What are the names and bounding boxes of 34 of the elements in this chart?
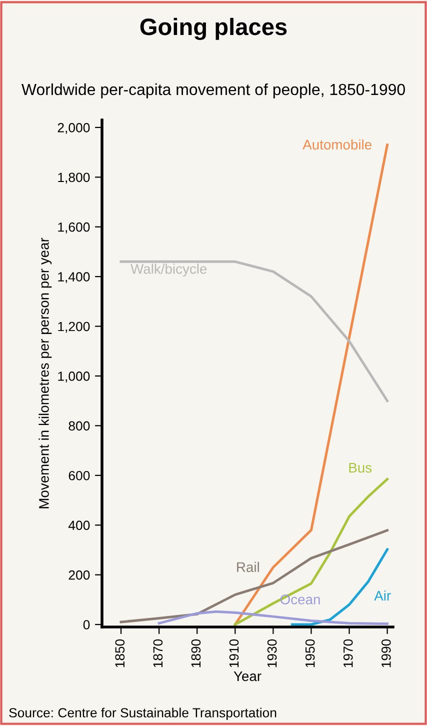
y-tick-label: 200 — [68, 570, 90, 580]
y-tick-label: 800 — [68, 421, 90, 431]
y-tick-label: 1,400 — [58, 272, 90, 284]
chart-title: Going places — [140, 18, 287, 40]
x-tick-label: 1870 — [153, 639, 163, 668]
y-tick-label: 0 — [83, 620, 90, 630]
series-label: Air — [374, 590, 391, 601]
y-tick-label: 1,200 — [58, 322, 90, 333]
x-tick-label: 1850 — [115, 639, 125, 668]
series-label: Automobile — [302, 139, 372, 150]
x-tick-label: 1910 — [229, 639, 239, 668]
source-note: Source: Centre for Sustainable Transportation — [9, 708, 276, 720]
x-axis-title: Year — [234, 671, 262, 682]
chart-subtitle: Worldwide per-capita movement of people, 1850-1990 — [22, 83, 405, 98]
x-tick-label: 1890 — [191, 639, 201, 668]
y-tick-label: 400 — [68, 520, 90, 530]
series-label: Walk/bicycle — [130, 264, 207, 277]
y-tick-label: 1,600 — [58, 222, 90, 234]
y-tick-label: 1,000 — [58, 372, 90, 382]
y-axis-title: Movement in kilometres per person per year — [38, 238, 52, 508]
x-tick-label: 1970 — [343, 639, 353, 668]
x-tick-label: 1990 — [381, 639, 391, 668]
x-tick-label: 1950 — [305, 639, 315, 668]
series-label: Ocean — [280, 594, 320, 604]
y-tick-label: 1,800 — [58, 172, 90, 184]
line-series — [234, 478, 389, 626]
y-tick-label: 2,000 — [58, 123, 90, 134]
y-tick-label: 600 — [68, 470, 90, 480]
x-tick-label: 1930 — [267, 639, 277, 668]
series-label: Bus — [349, 462, 372, 473]
series-label: Rail — [237, 562, 259, 572]
line-series — [120, 529, 389, 624]
line-series — [120, 260, 389, 402]
line-series — [158, 610, 389, 626]
